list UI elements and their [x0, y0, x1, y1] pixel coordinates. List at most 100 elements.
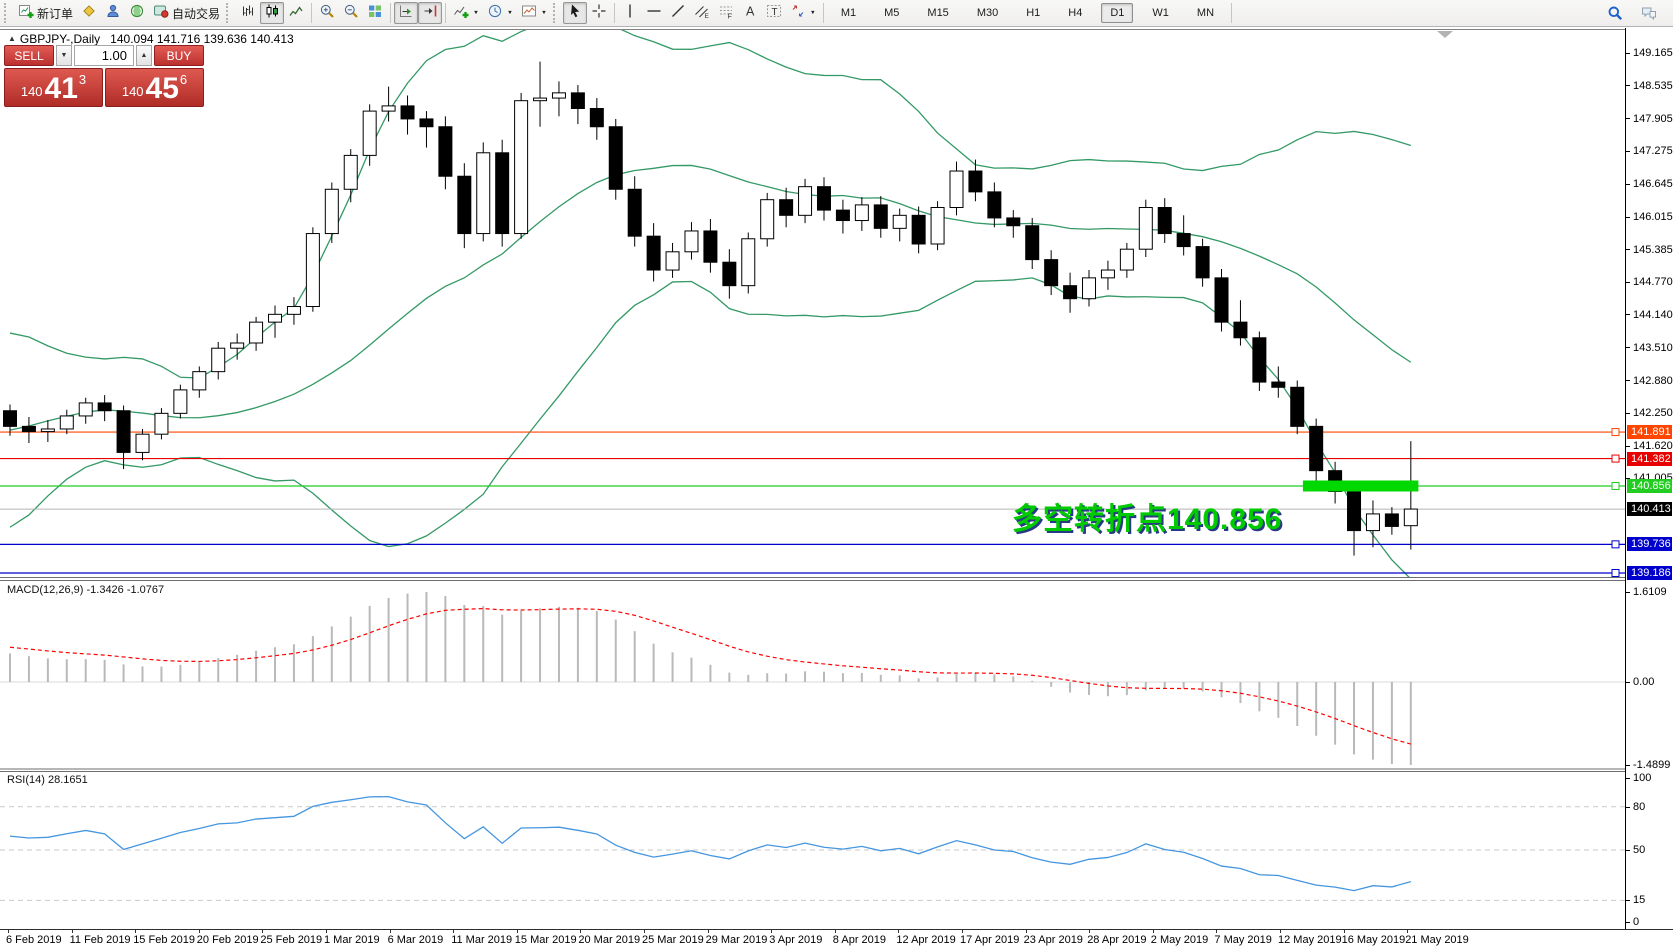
chart-shift-marker[interactable] [1437, 31, 1453, 38]
metaeditor-icon [81, 3, 97, 24]
price-line-handle[interactable] [1611, 481, 1620, 490]
volume-down-button[interactable]: ▼ [56, 45, 72, 66]
chart-area[interactable]: ▲ GBPJPY-,Daily 140.094 141.716 139.636 14… [0, 28, 1625, 929]
toolbar-grip[interactable] [226, 3, 232, 23]
time-tick [516, 930, 518, 933]
toolbar-grip[interactable] [4, 3, 10, 23]
equidistant-channel-button[interactable]: E [690, 2, 714, 24]
line-chart-button[interactable] [284, 2, 308, 24]
signals-button[interactable] [125, 2, 149, 24]
price-axis[interactable]: 149.165 148.535 147.905 147.275 146.645 146.0… [1625, 28, 1673, 929]
price-tick-label: 146.645 [1633, 178, 1673, 191]
axis-tick [1626, 900, 1630, 901]
periods-button[interactable]: ▼ [483, 2, 517, 24]
text-label-button[interactable]: T [762, 2, 786, 24]
time-axis[interactable]: 6 Feb 2019 11 Feb 2019 15 Feb 2019 20 Feb 2… [0, 929, 1673, 949]
timeframe-h1-button[interactable]: H1 [1026, 7, 1041, 19]
auto-scroll-button[interactable] [394, 2, 419, 24]
crosshair-button[interactable] [587, 2, 611, 24]
zoom-in-button[interactable] [315, 2, 339, 24]
date-label: 11 Mar 2019 [451, 934, 513, 946]
cursor-button[interactable] [562, 2, 587, 24]
macd-scale-label: 0.00 [1633, 676, 1655, 688]
pivot-zone-rectangle[interactable] [1302, 480, 1419, 492]
axis-tick [1626, 85, 1630, 87]
chart-shift-button[interactable] [418, 2, 443, 24]
time-tick [198, 930, 200, 933]
timeframe-m15-button[interactable]: M15 [927, 7, 949, 19]
trendline-button[interactable] [666, 2, 690, 24]
profiles-button[interactable] [101, 2, 125, 24]
line-chart-icon [288, 3, 304, 24]
search-icon[interactable] [1603, 2, 1627, 24]
price-line-handle[interactable] [1611, 428, 1620, 437]
time-tick [580, 930, 582, 933]
zoom-out-button[interactable] [339, 2, 363, 24]
candlestick-chart-button[interactable] [260, 2, 285, 24]
timeframe-d1-button[interactable]: D1 [1101, 3, 1134, 23]
main-price-pane[interactable] [0, 28, 1625, 579]
time-tick [8, 930, 9, 933]
timeframe-h4-button[interactable]: H4 [1068, 7, 1083, 19]
date-label: 2 May 2019 [1150, 934, 1209, 946]
timeframe-m30-button[interactable]: M30 [976, 7, 999, 19]
arrows-button[interactable]: ▼ [786, 2, 820, 24]
indicators-button[interactable]: ▼ [449, 2, 483, 24]
price-line-handle[interactable] [1611, 569, 1620, 578]
tile-windows-button[interactable] [363, 2, 387, 24]
fibonacci-button[interactable]: F [714, 2, 738, 24]
price-line-handle[interactable] [1611, 454, 1620, 463]
pivot-annotation-text[interactable]: 多空转折点140.856 [1012, 503, 1283, 536]
axis-tick [1626, 778, 1630, 779]
price-tick-label: 147.275 [1633, 145, 1673, 158]
tile-windows-icon [367, 3, 383, 24]
timeframe-w1-button[interactable]: W1 [1152, 7, 1169, 19]
horizontal-price-lines[interactable] [0, 431, 1625, 574]
chart-canvas[interactable] [0, 28, 1625, 929]
price-tick-label: 144.770 [1633, 276, 1673, 289]
metaeditor-button[interactable] [77, 2, 101, 24]
price-line-tag: 139.736 [1627, 537, 1672, 552]
time-tick [389, 930, 391, 933]
sell-button[interactable]: SELL [4, 45, 54, 66]
symbol-period-label: GBPJPY-,Daily [19, 32, 101, 46]
timeframe-m1-button[interactable]: M1 [840, 7, 857, 19]
volume-input[interactable]: 1.00 [74, 45, 134, 66]
new-order-button[interactable]: 新订单 [14, 2, 77, 24]
chart-shift-icon [422, 3, 438, 24]
autotrading-icon [153, 3, 169, 24]
buy-price-box[interactable]: 140 45 6 [105, 68, 204, 107]
sell-price-box[interactable]: 140 41 3 [4, 68, 103, 107]
date-label: 11 Feb 2019 [69, 934, 131, 946]
sell-price-point: 3 [78, 72, 87, 87]
price-line-tag: 141.382 [1627, 451, 1672, 466]
date-label: 17 Apr 2019 [960, 934, 1020, 946]
date-label: 6 Feb 2019 [6, 934, 62, 946]
trendline-icon [670, 3, 686, 24]
periods-icon [487, 3, 503, 24]
horizontal-line-button[interactable] [642, 2, 666, 24]
autotrading-button[interactable]: 自动交易 [149, 2, 224, 24]
price-tick-label: 142.250 [1633, 407, 1673, 420]
bar-chart-button[interactable] [236, 2, 260, 24]
macd-values: -1.3426 -1.0767 [86, 584, 165, 596]
date-label: 21 May 2019 [1405, 934, 1469, 946]
time-tick [1343, 930, 1345, 933]
templates-button[interactable]: ▼ [517, 2, 551, 24]
price-tick-label: 146.015 [1633, 211, 1673, 224]
panel-collapse-arrow[interactable]: ▲ [8, 34, 16, 43]
chat-icon[interactable] [1637, 2, 1661, 24]
price-line-handle[interactable] [1611, 540, 1620, 549]
axis-tick [1626, 52, 1630, 54]
toolbar: 新订单 自动交易 ▼ ▼ ▼ E F A T ▼ M1 M5 M15 M30 H1 H4 D1 W1 MN [0, 0, 1673, 27]
vertical-line-button[interactable] [618, 2, 642, 24]
text-button[interactable]: A [738, 2, 762, 24]
toolbar-grip[interactable] [552, 3, 559, 23]
timeframe-mn-button[interactable]: MN [1196, 7, 1215, 19]
buy-button[interactable]: BUY [154, 45, 204, 66]
timeframe-m5-button[interactable]: M5 [884, 7, 900, 19]
price-line-tag: 139.186 [1627, 566, 1672, 580]
fibonacci-icon: F [718, 3, 734, 24]
volume-up-button[interactable]: ▲ [136, 45, 152, 66]
axis-tick [1626, 765, 1630, 766]
